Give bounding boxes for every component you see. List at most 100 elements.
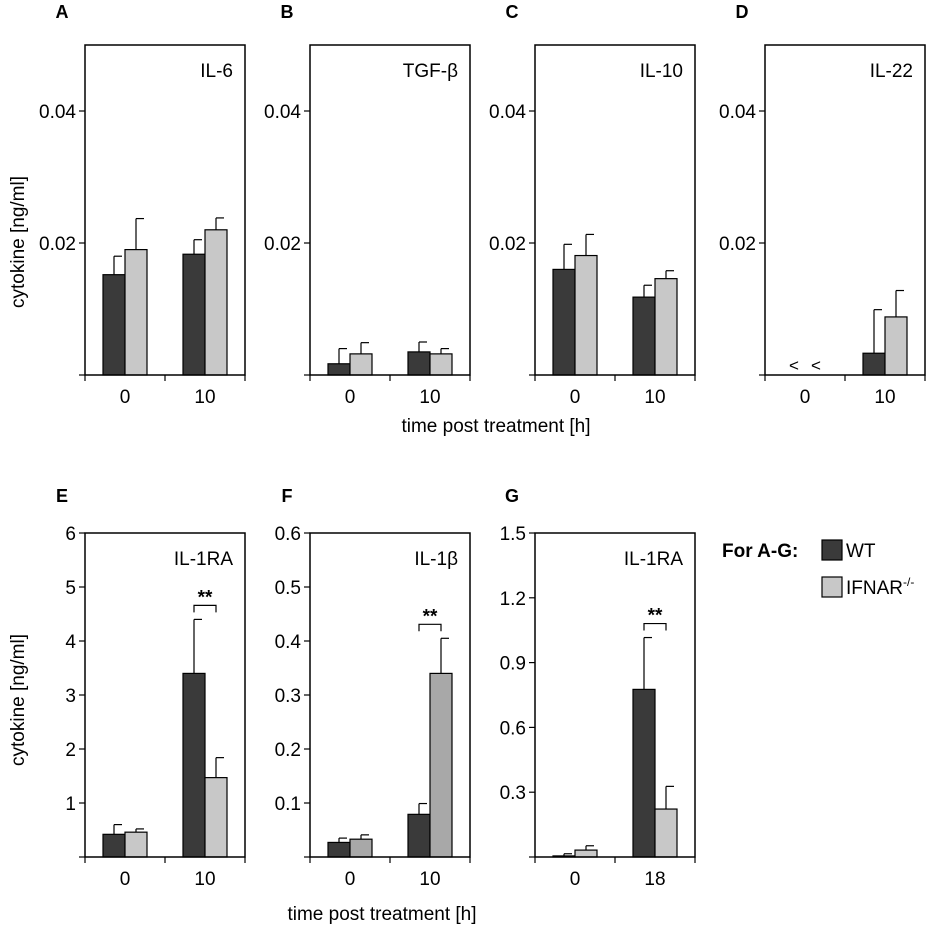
legend: For A-G: WT IFNAR-/- [722,539,914,599]
panel-e-significance-label: ** [198,587,213,608]
panel-b-bar [327,363,351,376]
panel-e-ytick-label: 3 [65,686,76,707]
panel-g-ytick-label: 0.6 [500,718,526,739]
panel-b-bar [429,353,453,376]
panel-f: F 0.1 0.2 0.3 0.4 0.5 0.6 0 10 IL-1β ** [275,486,471,890]
y-axis-title-bottom: cytokine [ng/ml] [8,634,29,766]
panel-g-significance-bracket [643,622,667,631]
panel-e-xtick-label: 10 [194,869,215,890]
panel-e-bar [124,831,148,858]
panel-d-letter: D [736,2,749,22]
panel-b-title: TGF-β [403,61,458,82]
panel-d-below-detection-mark: < [811,356,821,375]
legend-heading: For A-G: [722,541,798,562]
panel-e-xtick-label: 0 [120,869,131,890]
panel-e-ytick-label: 2 [65,740,76,761]
panel-c-letter: C [506,2,519,22]
panel-b-ytick-label: 0.02 [264,234,301,255]
panel-f-title: IL-1β [414,549,458,570]
x-axis-title-bottom: time post treatment [h] [287,904,476,925]
panel-b: B 0.02 0.04 0 10 TGF-β [264,2,471,408]
panel-e-title: IL-1RA [174,549,233,570]
panel-b-letter: B [281,2,294,22]
legend-label-ifnar-sup: -/- [903,575,914,589]
panel-c: C 0.02 0.04 0 10 IL-10 [489,2,696,408]
panel-e-letter: E [56,486,68,506]
panel-a-xtick-label: 10 [194,387,215,408]
panel-g-bar [574,849,598,858]
panel-a-letter: A [56,2,69,22]
panel-a-ytick-label: 0.02 [39,234,76,255]
panel-a: A 0.02 0.04 0 10 IL-6 [39,2,246,408]
legend-label-wt: WT [846,541,876,562]
panel-g-xtick-label: 0 [570,869,581,890]
panel-f-significance-label: ** [423,606,438,627]
panel-d: D < <0.02 0.04 0 10 IL-22 [719,2,926,408]
panel-a-ytick-label: 0.04 [39,102,76,123]
legend-label-ifnar: IFNAR-/- [846,575,914,599]
panel-e-ytick-label: 6 [65,524,76,545]
panel-e: E 1 2 3 4 5 6 0 10 IL-1RA ** [56,486,246,890]
panel-g-ytick-label: 1.2 [500,589,526,610]
panel-a-xtick-label: 0 [120,387,131,408]
panel-b-bar [349,353,373,376]
panel-f-significance-bracket [418,623,442,632]
legend-swatch-ifnar [821,576,843,598]
panel-e-ytick-label: 1 [65,794,76,815]
panel-e-significance-bracket [193,604,217,613]
panel-c-ytick-label: 0.02 [489,234,526,255]
panel-f-bar [407,813,431,858]
panel-d-ytick-label: 0.04 [719,102,756,123]
panel-g-ytick-label: 1.5 [500,524,526,545]
panel-f-bar [327,841,351,858]
panel-f-ytick-label: 0.5 [275,578,301,599]
panel-b-xtick-label: 0 [345,387,356,408]
panel-e-bar [204,777,228,858]
panel-b-frame [309,44,471,376]
panel-g-frame [534,532,696,858]
panel-f-xtick-label: 0 [345,869,356,890]
panel-f-letter: F [282,486,293,506]
panel-b-xtick-label: 10 [419,387,440,408]
panel-e-bar [102,833,126,858]
panel-g-ytick-label: 0.9 [500,654,526,675]
panel-a-bar [204,229,228,376]
panel-a-bar [182,253,206,376]
x-axis-title-top: time post treatment [h] [401,416,590,437]
panel-e-bar [182,672,206,858]
panel-a-bar [102,274,126,376]
panel-d-xtick-label: 10 [874,387,895,408]
panel-f-ytick-label: 0.2 [275,740,301,761]
panel-b-bar [407,351,431,376]
panel-b-ytick-label: 0.04 [264,102,301,123]
panel-c-bar [654,278,678,376]
panel-d-bar [862,352,886,376]
panel-c-xtick-label: 0 [570,387,581,408]
panel-g: G 0.3 0.6 0.9 1.2 1.5 0 18 IL-1RA ** [500,486,696,890]
panel-a-bar [124,249,148,376]
panel-g-letter: G [505,486,519,506]
panel-f-ytick-label: 0.4 [275,632,302,653]
panel-d-ytick-label: 0.02 [719,234,756,255]
legend-swatch-wt [821,539,843,561]
panel-f-bar [429,672,453,858]
panel-c-bar [574,254,598,376]
panel-d-title: IL-22 [870,61,913,82]
panel-f-bar [349,838,373,858]
panel-c-title: IL-10 [640,61,683,82]
panel-c-bar [632,296,656,376]
panel-d-below-detection-mark: < [789,356,799,375]
panel-d-xtick-label: 0 [800,387,811,408]
panel-f-ytick-label: 0.1 [275,794,301,815]
panel-f-xtick-label: 10 [419,869,440,890]
panel-c-bar [552,268,576,376]
panel-g-xtick-label: 18 [644,869,665,890]
panel-e-ytick-label: 5 [65,578,76,599]
panel-g-bar [632,688,656,858]
panel-f-ytick-label: 0.3 [275,686,301,707]
panel-g-bar [654,808,678,858]
y-axis-title-top: cytokine [ng/ml] [8,176,29,308]
legend-label-ifnar-main: IFNAR [846,578,903,599]
panel-e-ytick-label: 4 [65,632,76,653]
